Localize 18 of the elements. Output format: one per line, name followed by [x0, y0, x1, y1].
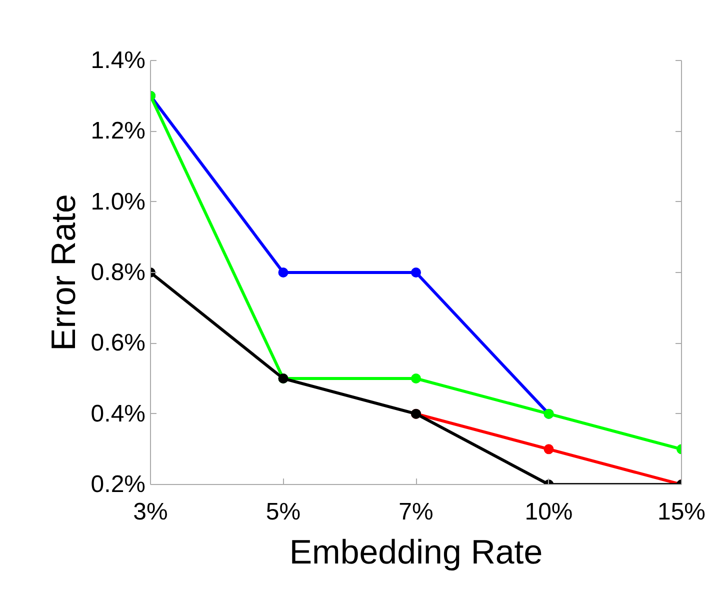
point — [278, 268, 288, 278]
y-tick-label: 1.2% — [90, 118, 146, 145]
x-tick-label: 3% — [133, 498, 168, 526]
point — [411, 268, 421, 278]
x-tick-label: 15% — [657, 498, 706, 526]
x-tick-label: 10% — [524, 498, 573, 526]
x-axis-title: Embedding Rate — [289, 534, 543, 572]
point — [411, 374, 421, 384]
y-tick-label: 0.6% — [90, 330, 146, 357]
y-tick-label: 0.2% — [90, 471, 146, 498]
y-tick-label: 0.4% — [90, 400, 146, 428]
point — [544, 444, 554, 454]
y-tick-label: 1.0% — [90, 188, 146, 216]
y-tick-label: 0.8% — [90, 259, 146, 286]
y-tick-label: 1.4% — [90, 47, 146, 74]
x-tick-label: 5% — [266, 498, 301, 526]
x-tick-label: 7% — [398, 498, 434, 526]
y-axis-title: Error Rate — [44, 194, 83, 351]
